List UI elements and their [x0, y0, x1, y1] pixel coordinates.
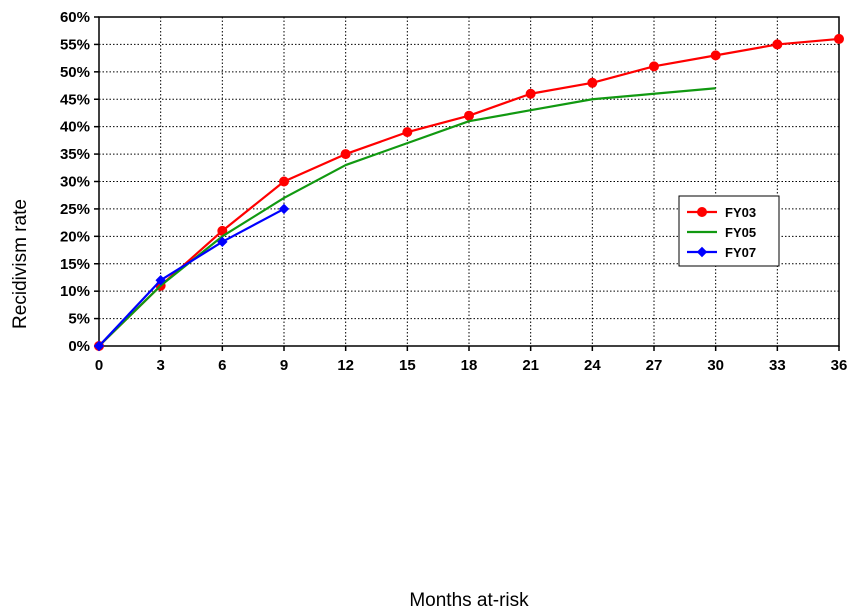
- legend-marker: [697, 207, 707, 217]
- x-axis-title: Months at-risk: [409, 590, 529, 611]
- data-point-fy07: [93, 340, 105, 352]
- x-tick-label: 15: [399, 357, 416, 374]
- data-point-fy03: [710, 50, 721, 61]
- legend-items: FY03 FY05 FY07: [687, 205, 756, 260]
- series-line-fy07: [98, 207, 285, 347]
- x-tick-label: 27: [646, 357, 663, 374]
- x-tick-label: 12: [337, 357, 354, 374]
- legend-marker: [696, 246, 708, 258]
- data-point-fy03: [464, 110, 474, 121]
- x-tick-label: 0: [95, 357, 103, 374]
- legend-item-fy03: FY03: [687, 205, 756, 220]
- y-tick-label: 45%: [60, 91, 90, 108]
- y-tick-label: 25%: [60, 201, 90, 218]
- legend-label: FY05: [725, 225, 756, 240]
- legend: FY03 FY05 FY07: [678, 195, 780, 267]
- x-tick-label: 33: [769, 357, 786, 374]
- x-tick-label: 21: [522, 357, 539, 374]
- y-tick-label: 40%: [60, 119, 90, 136]
- y-tick-label: 10%: [60, 283, 90, 300]
- data-point-fy03: [402, 127, 413, 138]
- x-tick-label: 3: [156, 357, 164, 374]
- x-tick-label: 18: [461, 357, 478, 374]
- series-line-fy05: [98, 87, 716, 347]
- legend-label: FY03: [725, 205, 756, 220]
- y-tick-label: 5%: [68, 311, 90, 328]
- series-layer: [93, 33, 844, 352]
- data-point-fy07: [155, 274, 166, 286]
- data-point-fy03: [525, 88, 536, 99]
- y-tick-label: 20%: [60, 228, 90, 245]
- y-tick-label: 15%: [60, 256, 90, 273]
- series-fy07: [93, 203, 290, 352]
- x-tick-label: 36: [831, 357, 848, 374]
- x-tick-label: 6: [218, 357, 226, 374]
- data-point-fy03: [279, 176, 289, 187]
- y-tick-label: 30%: [60, 174, 90, 191]
- data-point-fy03: [649, 61, 659, 72]
- y-axis-title: Recidivism rate: [10, 199, 31, 329]
- y-tick-label: 55%: [60, 36, 90, 53]
- x-tick-label: 9: [280, 357, 288, 374]
- data-point-fy03: [834, 33, 844, 44]
- series-fy05: [98, 87, 716, 347]
- y-tick-label: 60%: [60, 9, 90, 26]
- legend-label: FY07: [725, 245, 756, 260]
- legend-item-fy05: FY05: [687, 225, 756, 240]
- y-tick-label: 50%: [60, 64, 90, 81]
- x-axis-ticks: 0 3 6 9 12 15 18 21 24 27 30 33 36: [95, 346, 848, 374]
- data-point-fy07: [217, 236, 228, 248]
- x-tick-label: 24: [584, 357, 601, 374]
- y-tick-label: 0%: [68, 338, 90, 355]
- y-axis-ticks: 0% 5% 10% 15% 20% 25% 30% 35% 40% 45% 50% 55% 60%: [60, 9, 99, 355]
- data-point-fy03: [772, 39, 783, 50]
- data-point-fy03: [340, 149, 351, 160]
- y-tick-label: 35%: [60, 146, 90, 163]
- legend-item-fy07: FY07: [687, 245, 756, 260]
- data-point-fy03: [587, 77, 598, 88]
- data-point-fy07: [278, 203, 290, 215]
- x-tick-label: 30: [707, 357, 724, 374]
